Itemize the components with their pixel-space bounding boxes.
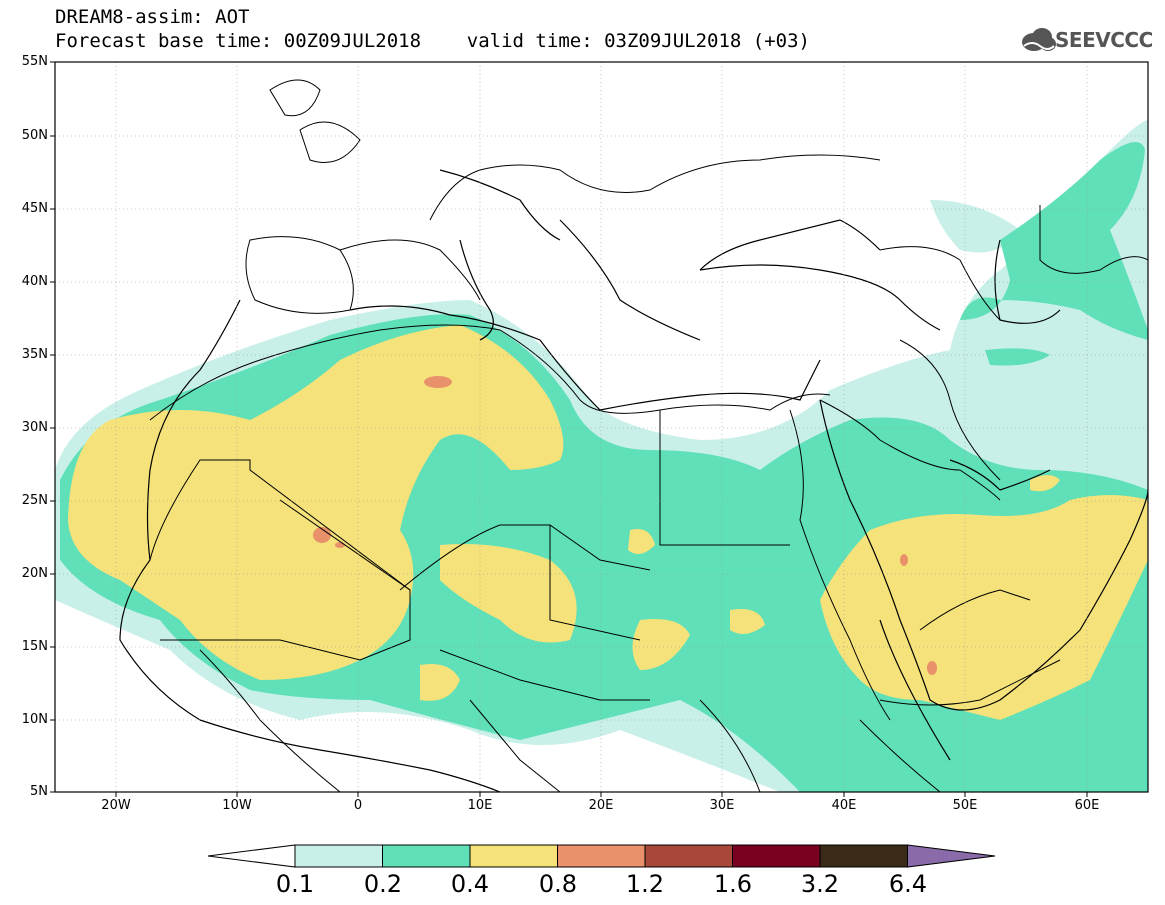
lat-label: 25N (21, 493, 48, 508)
colorbar-label: 1.2 (625, 870, 665, 898)
lon-label: 60E (1074, 798, 1100, 813)
lat-label: 30N (21, 420, 48, 435)
lat-label: 20N (21, 566, 48, 581)
lat-label: 45N (21, 201, 48, 216)
aot-fields (55, 62, 1148, 792)
lat-label: 15N (21, 639, 48, 654)
colorbar-label: 0.8 (538, 870, 578, 898)
colorbar-label: 3.2 (800, 870, 840, 898)
coastlines (119, 169, 1148, 792)
aot-level-0.8 (313, 376, 937, 675)
graticule (55, 62, 1148, 792)
map-title: DREAM8-assim: AOT (55, 6, 250, 28)
lat-label: 5N (30, 784, 48, 799)
lon-label: 40E (831, 798, 857, 813)
aot-level-0.4 (68, 325, 1148, 720)
colorbar-label: 1.6 (713, 870, 753, 898)
logo-text: SEEVCCC (1055, 28, 1153, 52)
lon-label: 10W (222, 798, 252, 813)
lon-label: 50E (952, 798, 978, 813)
colorbar-label: 0.1 (275, 870, 315, 898)
colorbar-label: 6.4 (888, 870, 928, 898)
lat-label: 50N (21, 128, 48, 143)
map-subtitle-times: Forecast base time: 00Z09JUL2018 valid t… (55, 30, 810, 52)
lon-label: 20W (101, 798, 131, 813)
axis-ticks (50, 61, 1088, 797)
colorbar-label: 0.2 (363, 870, 403, 898)
colorbar-label: 0.4 (450, 870, 490, 898)
seevccc-logo (1022, 28, 1056, 51)
lon-label: 0 (353, 798, 363, 813)
lat-label: 40N (21, 274, 48, 289)
country-borders (149, 79, 1148, 792)
cloud-icon (1022, 28, 1056, 51)
lon-label: 20E (588, 798, 614, 813)
lat-label: 55N (21, 54, 48, 69)
lat-label: 10N (21, 712, 48, 727)
lon-label: 30E (709, 798, 735, 813)
lat-label: 35N (21, 347, 48, 362)
lon-label: 10E (467, 798, 493, 813)
